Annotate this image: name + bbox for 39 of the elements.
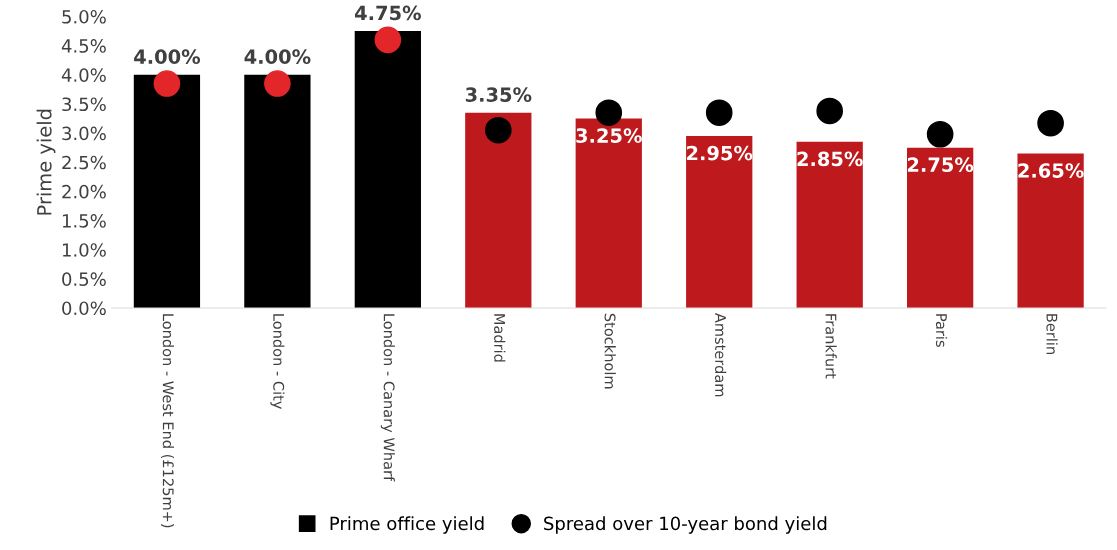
x-tick-label: Amsterdam: [714, 312, 727, 397]
y-tick-label: 4.5%: [61, 39, 106, 53]
x-tick-label: London - Canary Wharf: [380, 314, 395, 482]
y-tick-label: 3.5%: [62, 97, 106, 112]
x-tick-label: Frankfurt: [825, 314, 837, 379]
y-tick-label: 2.5%: [62, 155, 106, 170]
y-tick-label: 1.5%: [62, 214, 106, 228]
y-tick-label: 0.0%: [62, 301, 106, 316]
bar: [796, 141, 863, 308]
legend-label: Prime office yield: [330, 516, 484, 534]
bar: [244, 74, 311, 308]
bar: [465, 112, 532, 308]
x-tick-label: Madrid: [494, 314, 506, 362]
bar: [575, 118, 642, 308]
bar: [1017, 153, 1084, 308]
y-tick-label: 1.0%: [62, 243, 106, 257]
y-tick-label: 5.0%: [62, 9, 106, 24]
data-label: 2.65%: [1018, 163, 1084, 178]
x-tick-label: Berlin: [1046, 314, 1058, 354]
data-label: 2.85%: [797, 151, 863, 167]
bar: [133, 74, 201, 308]
y-tick-label: 3.0%: [62, 126, 106, 141]
x-tick-label: London - West End (£125m+): [160, 314, 174, 528]
x-tick-label: London - City: [270, 314, 285, 409]
bar: [686, 136, 753, 308]
y-tick-label: 0.5%: [62, 272, 106, 286]
x-tick-label: Paris: [935, 314, 948, 347]
data-label: 4.00%: [134, 49, 201, 65]
data-label: 3.25%: [576, 128, 642, 143]
bar: [907, 147, 974, 308]
y-tick-label: 2.0%: [62, 184, 106, 199]
data-label: 4.00%: [244, 49, 311, 65]
data-label: 4.75%: [354, 5, 421, 21]
legend-label: Spread over 10-year bond yield: [544, 516, 827, 534]
x-tick-label: Stockholm: [604, 313, 616, 389]
bar: [354, 31, 421, 308]
data-label: 3.35%: [465, 87, 532, 102]
y-axis-title: Prime yield: [36, 109, 56, 215]
y-tick-label: 4.0%: [61, 68, 106, 82]
